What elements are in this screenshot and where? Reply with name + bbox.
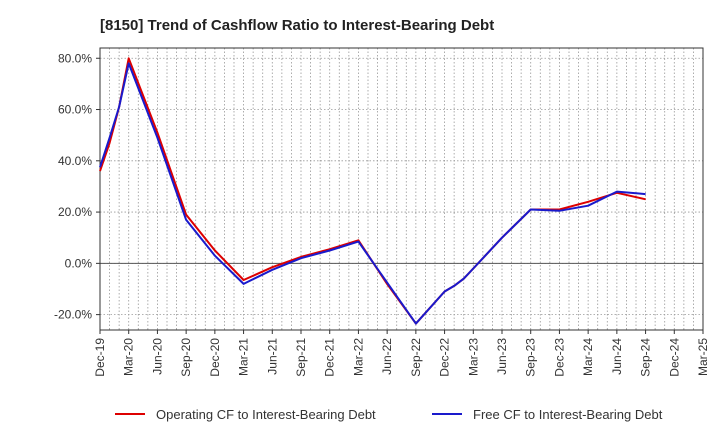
- y-tick-label: 60.0%: [58, 103, 92, 117]
- legend-label: Operating CF to Interest-Bearing Debt: [156, 407, 376, 422]
- x-tick-label: Mar-20: [122, 338, 136, 376]
- plot-frame: [99, 47, 704, 331]
- series-line-operating-cf: [99, 57, 646, 325]
- series-line-free-cf: [99, 62, 646, 325]
- legend: Operating CF to Interest-Bearing Debt Fre…: [115, 407, 663, 422]
- x-tick-label: Dec-24: [667, 338, 681, 377]
- y-tick-label: 20.0%: [58, 205, 92, 219]
- x-tick-label: Jun-23: [495, 338, 509, 375]
- x-tick-label: Mar-25: [696, 338, 710, 376]
- x-tick-label: Mar-21: [237, 338, 251, 376]
- x-tick-label: Jun-20: [150, 338, 164, 375]
- legend-label: Free CF to Interest-Bearing Debt: [473, 407, 663, 422]
- y-tick-label: -20.0%: [54, 308, 92, 322]
- y-tick-label: 80.0%: [58, 51, 92, 65]
- x-tick-label: Sep-22: [409, 338, 423, 377]
- x-tick-label: Dec-22: [438, 338, 452, 377]
- x-tick-label: Jun-24: [610, 338, 624, 375]
- x-tick-label: Sep-21: [294, 338, 308, 377]
- x-tick-label: Mar-24: [581, 338, 595, 376]
- x-tick-label: Sep-23: [524, 338, 538, 377]
- chart-title: [8150] Trend of Cashflow Ratio to Intere…: [100, 17, 494, 34]
- x-tick-label: Jun-21: [265, 338, 279, 375]
- x-tick-label: Dec-23: [552, 338, 566, 377]
- x-tick-label: Sep-20: [179, 338, 193, 377]
- x-tick-label: Mar-23: [466, 338, 480, 376]
- tick-layer: -20.0% 0.0% 20.0% 40.0% 60.0% 80.0% Dec-19 Mar-…: [54, 51, 710, 376]
- x-tick-label: Dec-20: [208, 338, 222, 377]
- series-layer: [99, 57, 646, 325]
- x-tick-label: Mar-22: [351, 338, 365, 376]
- y-tick-label: 40.0%: [58, 154, 92, 168]
- x-tick-label: Jun-22: [380, 338, 394, 375]
- y-tick-label: 0.0%: [65, 256, 93, 270]
- x-tick-label: Dec-19: [93, 338, 107, 377]
- x-tick-label: Sep-24: [639, 338, 653, 377]
- grid-layer: [99, 48, 704, 330]
- x-tick-label: Dec-21: [323, 338, 337, 377]
